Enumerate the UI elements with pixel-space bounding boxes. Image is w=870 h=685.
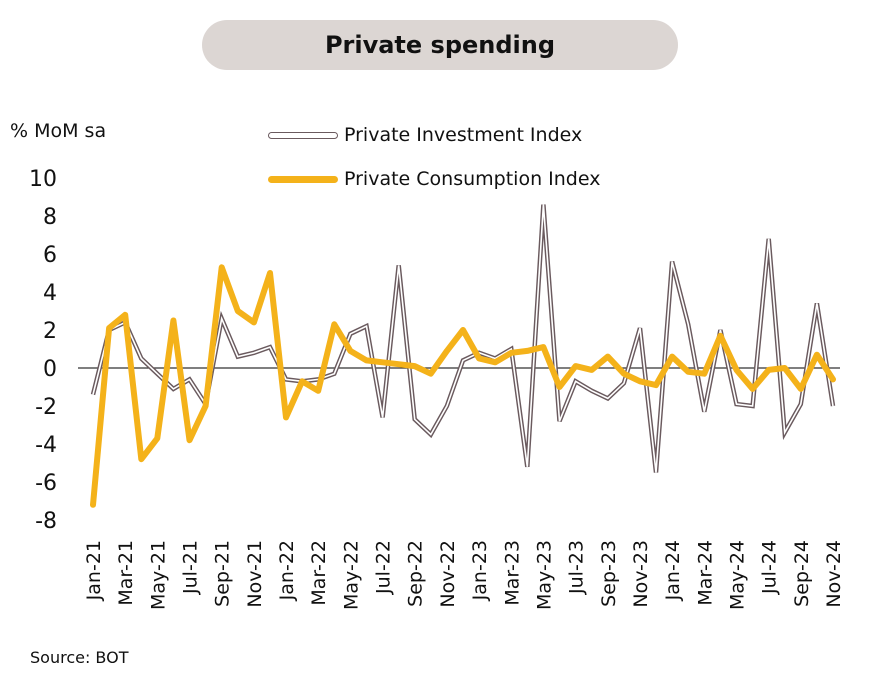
source-note: Source: BOT bbox=[30, 648, 129, 667]
series-line-consumption bbox=[90, 264, 836, 508]
x-tick-label: Mar-23 bbox=[501, 540, 523, 606]
x-tick-label: Nov-23 bbox=[630, 540, 652, 608]
y-tick-label: 10 bbox=[29, 167, 57, 192]
y-tick-label: 2 bbox=[43, 319, 57, 344]
x-tick-label: Jan-21 bbox=[83, 540, 105, 601]
legend-item-investment: Private Investment Index bbox=[268, 113, 600, 157]
x-tick-label: Jul-21 bbox=[180, 540, 202, 595]
x-tick-label: Jan-22 bbox=[276, 540, 298, 601]
y-tick-label: -2 bbox=[35, 395, 57, 420]
x-tick-label: Jan-24 bbox=[662, 540, 684, 601]
y-tick-label: -4 bbox=[35, 433, 57, 458]
x-tick-label: Mar-21 bbox=[115, 540, 137, 606]
x-tick-label: Jul-22 bbox=[373, 540, 395, 595]
x-tick-label: May-24 bbox=[726, 540, 748, 610]
y-tick-label: 8 bbox=[43, 205, 57, 230]
y-tick-label: 4 bbox=[43, 281, 57, 306]
series-line-investment-inner bbox=[92, 204, 834, 473]
legend-swatch-investment bbox=[268, 131, 338, 139]
x-axis-ticks: Jan-21 Mar-21 May-21 Jul-21 Sep-21 Nov-21 Jan-… bbox=[83, 540, 845, 610]
x-tick-label: Mar-22 bbox=[308, 540, 330, 606]
legend: Private Investment Index Private Consump… bbox=[268, 113, 600, 201]
y-tick-label: 0 bbox=[43, 357, 57, 382]
y-axis-unit-label: % MoM sa bbox=[10, 120, 107, 142]
x-tick-label: May-23 bbox=[533, 540, 555, 610]
x-tick-label: May-21 bbox=[147, 540, 169, 610]
x-tick-label: May-22 bbox=[340, 540, 362, 610]
y-tick-label: 6 bbox=[43, 243, 57, 268]
y-axis-ticks: 10 8 6 4 2 0 -2 -4 -6 -8 bbox=[29, 167, 57, 534]
x-tick-label: Nov-22 bbox=[437, 540, 459, 608]
x-tick-label: Jan-23 bbox=[469, 540, 491, 601]
x-tick-label: Sep-22 bbox=[405, 540, 427, 607]
x-tick-label: Jul-24 bbox=[759, 540, 781, 595]
x-tick-label: Jul-23 bbox=[566, 540, 588, 595]
legend-label-consumption: Private Consumption Index bbox=[344, 168, 601, 190]
x-tick-label: Mar-24 bbox=[694, 540, 716, 606]
series-layer bbox=[90, 204, 836, 508]
legend-swatch-consumption bbox=[268, 175, 338, 183]
y-tick-label: -8 bbox=[35, 509, 57, 534]
legend-label-investment: Private Investment Index bbox=[344, 124, 583, 146]
y-tick-label: -6 bbox=[35, 471, 57, 496]
legend-item-consumption: Private Consumption Index bbox=[268, 157, 600, 201]
chart-title: Private spending bbox=[202, 20, 678, 70]
x-tick-label: Sep-23 bbox=[598, 540, 620, 607]
x-tick-label: Sep-21 bbox=[212, 540, 234, 607]
x-tick-label: Sep-24 bbox=[791, 540, 813, 607]
x-tick-label: Nov-24 bbox=[823, 540, 845, 608]
x-tick-label: Nov-21 bbox=[244, 540, 266, 608]
